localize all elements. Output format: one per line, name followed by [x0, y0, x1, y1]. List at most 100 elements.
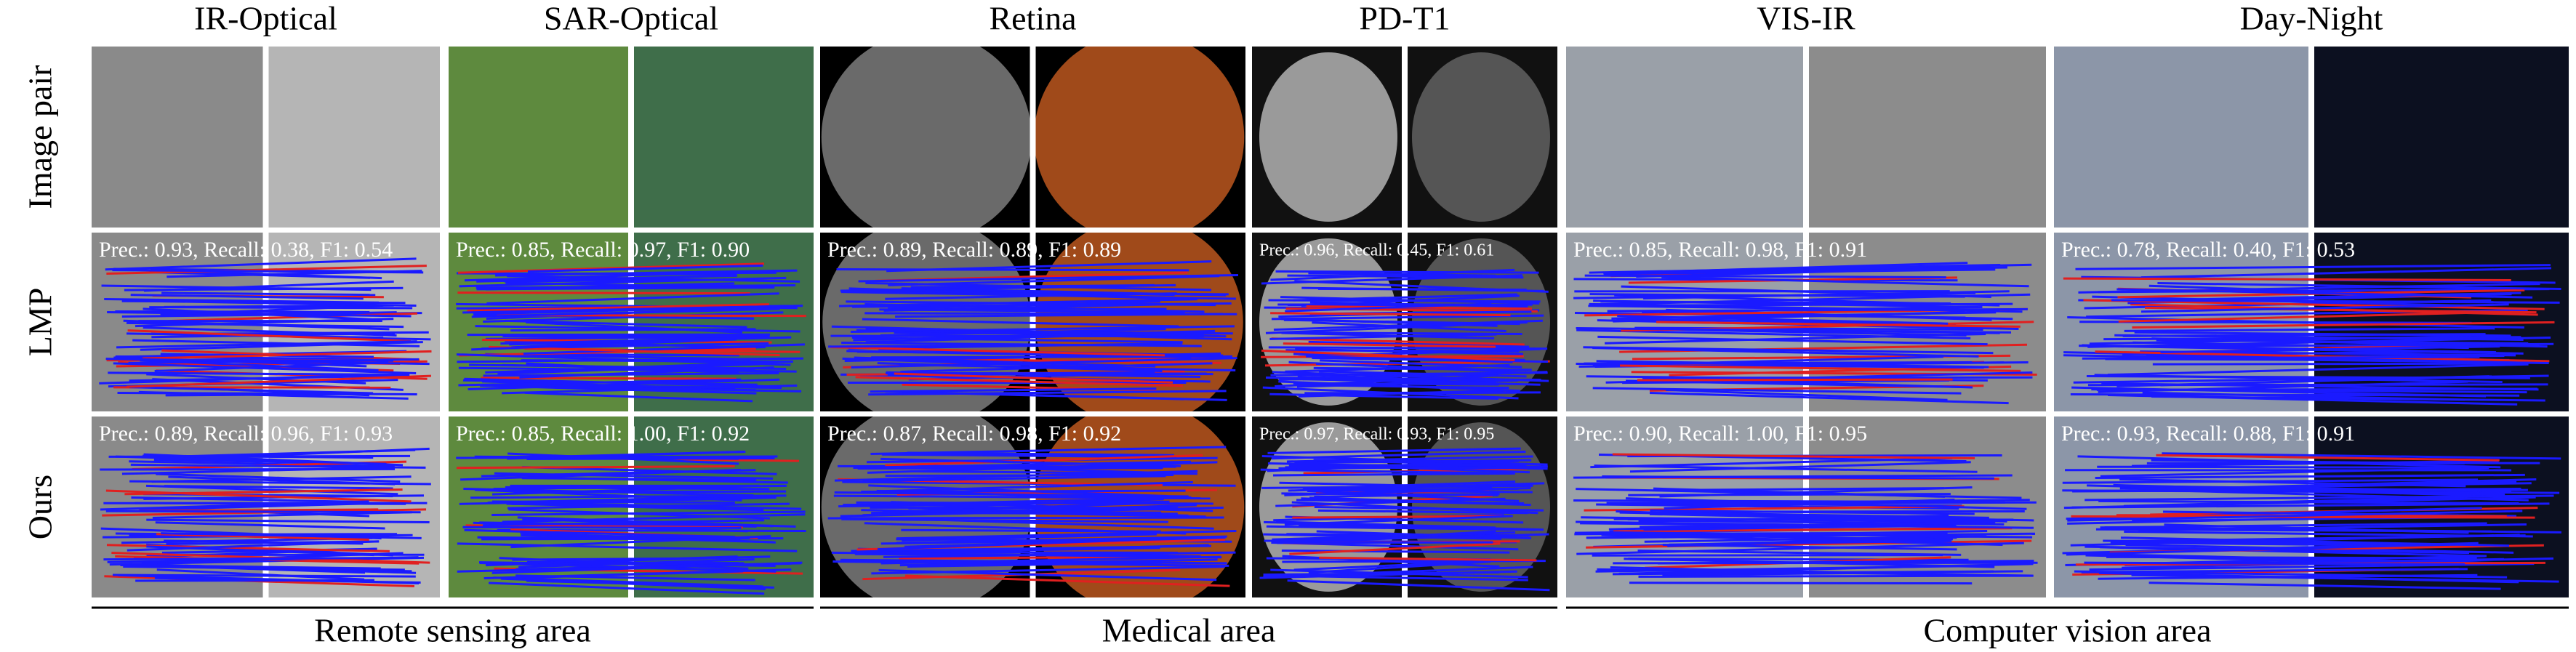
match-line — [2085, 494, 2554, 502]
match-line — [846, 300, 1216, 307]
match-line — [871, 355, 1233, 359]
match-line — [155, 521, 385, 530]
match-line — [1617, 315, 1949, 325]
match-line — [505, 384, 782, 390]
match-line — [524, 391, 753, 403]
match-line — [1660, 487, 1944, 491]
match-line — [1288, 482, 1545, 492]
panel: Prec.: 0.78, Recall: 0.40, F1: 0.53 — [2054, 233, 2569, 411]
metric-text: Prec.: 0.93, Recall: 0.38, F1: 0.54 — [99, 238, 393, 262]
scan-left — [1259, 52, 1397, 222]
match-line — [103, 557, 389, 561]
match-line — [1629, 581, 1973, 585]
match-line — [129, 460, 395, 468]
match-line — [1275, 520, 1496, 529]
match-line — [855, 376, 1183, 387]
match-line — [1302, 575, 1528, 581]
match-line — [130, 294, 364, 300]
match-line — [2163, 291, 2521, 302]
match-line — [899, 558, 1218, 567]
match-line — [1285, 466, 1509, 470]
match-line — [129, 386, 374, 395]
metric-text: Prec.: 0.97, Recall: 0.93, F1: 0.95 — [1259, 425, 1494, 444]
panel: Prec.: 0.93, Recall: 0.88, F1: 0.91 — [2054, 416, 2569, 597]
match-line — [517, 516, 796, 528]
match-line — [862, 318, 1179, 328]
match-line — [1314, 506, 1544, 512]
image-right — [268, 47, 440, 228]
match-line — [2142, 342, 2554, 348]
match-line — [2123, 496, 2465, 507]
match-line — [127, 329, 411, 342]
match-line — [526, 579, 774, 589]
match-line — [1262, 386, 1519, 400]
match-line — [1597, 335, 1988, 346]
match-line — [527, 264, 763, 273]
match-line — [1573, 291, 1976, 299]
match-line — [124, 488, 403, 496]
match-line — [870, 446, 1227, 455]
match-line — [1605, 332, 1986, 345]
match-line — [2091, 388, 2527, 394]
match-line — [2118, 311, 2485, 323]
match-line — [485, 360, 793, 374]
match-line — [113, 362, 417, 375]
separator — [628, 233, 634, 411]
match-line — [1285, 349, 1520, 353]
match-line — [127, 299, 417, 307]
match-line — [1613, 310, 1965, 323]
match-line — [116, 340, 417, 349]
match-line — [838, 500, 1170, 508]
match-line — [127, 321, 404, 329]
match-line — [462, 526, 742, 529]
match-line — [2075, 264, 2551, 270]
match-line — [1270, 312, 1511, 317]
column-title: SAR-Optical — [544, 0, 718, 37]
match-line — [2095, 350, 2550, 363]
match-line — [1277, 541, 1493, 544]
match-line — [474, 455, 739, 460]
panel: Prec.: 0.89, Recall: 0.89, F1: 0.89 — [820, 233, 1245, 411]
match-line — [521, 477, 757, 481]
match-line — [2132, 321, 2555, 329]
match-line — [881, 480, 1193, 493]
match-line — [1269, 333, 1497, 340]
panel: Prec.: 0.89, Recall: 0.96, F1: 0.93 — [92, 416, 440, 597]
separator — [1803, 47, 1809, 228]
match-line — [164, 485, 393, 490]
match-line — [896, 390, 1227, 401]
match-line — [2067, 510, 2523, 522]
match-line — [152, 511, 412, 519]
match-line — [1583, 346, 1994, 355]
match-line — [864, 302, 1205, 313]
match-line — [1656, 321, 2021, 328]
match-line — [1624, 558, 1995, 568]
match-line — [1576, 329, 1971, 339]
separator — [2308, 47, 2314, 228]
match-line — [865, 328, 1232, 341]
match-line — [1576, 327, 2012, 334]
match-line — [877, 537, 1167, 551]
panel: Prec.: 0.85, Recall: 0.97, F1: 0.90 — [449, 233, 814, 411]
match-line — [1666, 389, 1948, 401]
match-line — [1273, 319, 1543, 331]
match-line — [858, 274, 1238, 283]
panel: Prec.: 0.85, Recall: 1.00, F1: 0.92 — [449, 416, 814, 597]
match-line — [1281, 549, 1510, 554]
match-line — [475, 325, 801, 333]
match-line — [1308, 272, 1496, 277]
metric-text: Prec.: 0.85, Recall: 1.00, F1: 0.92 — [456, 422, 750, 446]
match-line — [831, 325, 1227, 338]
match-line — [1620, 364, 2021, 372]
image-right — [1809, 47, 2046, 228]
match-line — [834, 470, 1198, 482]
match-line — [493, 484, 787, 491]
match-line — [1592, 554, 1943, 557]
match-line — [1261, 355, 1524, 358]
match-line — [2103, 336, 2521, 341]
match-line — [108, 371, 410, 377]
match-line — [464, 528, 736, 539]
match-line — [1313, 366, 1532, 371]
match-line — [882, 502, 1155, 514]
separator — [628, 47, 634, 228]
